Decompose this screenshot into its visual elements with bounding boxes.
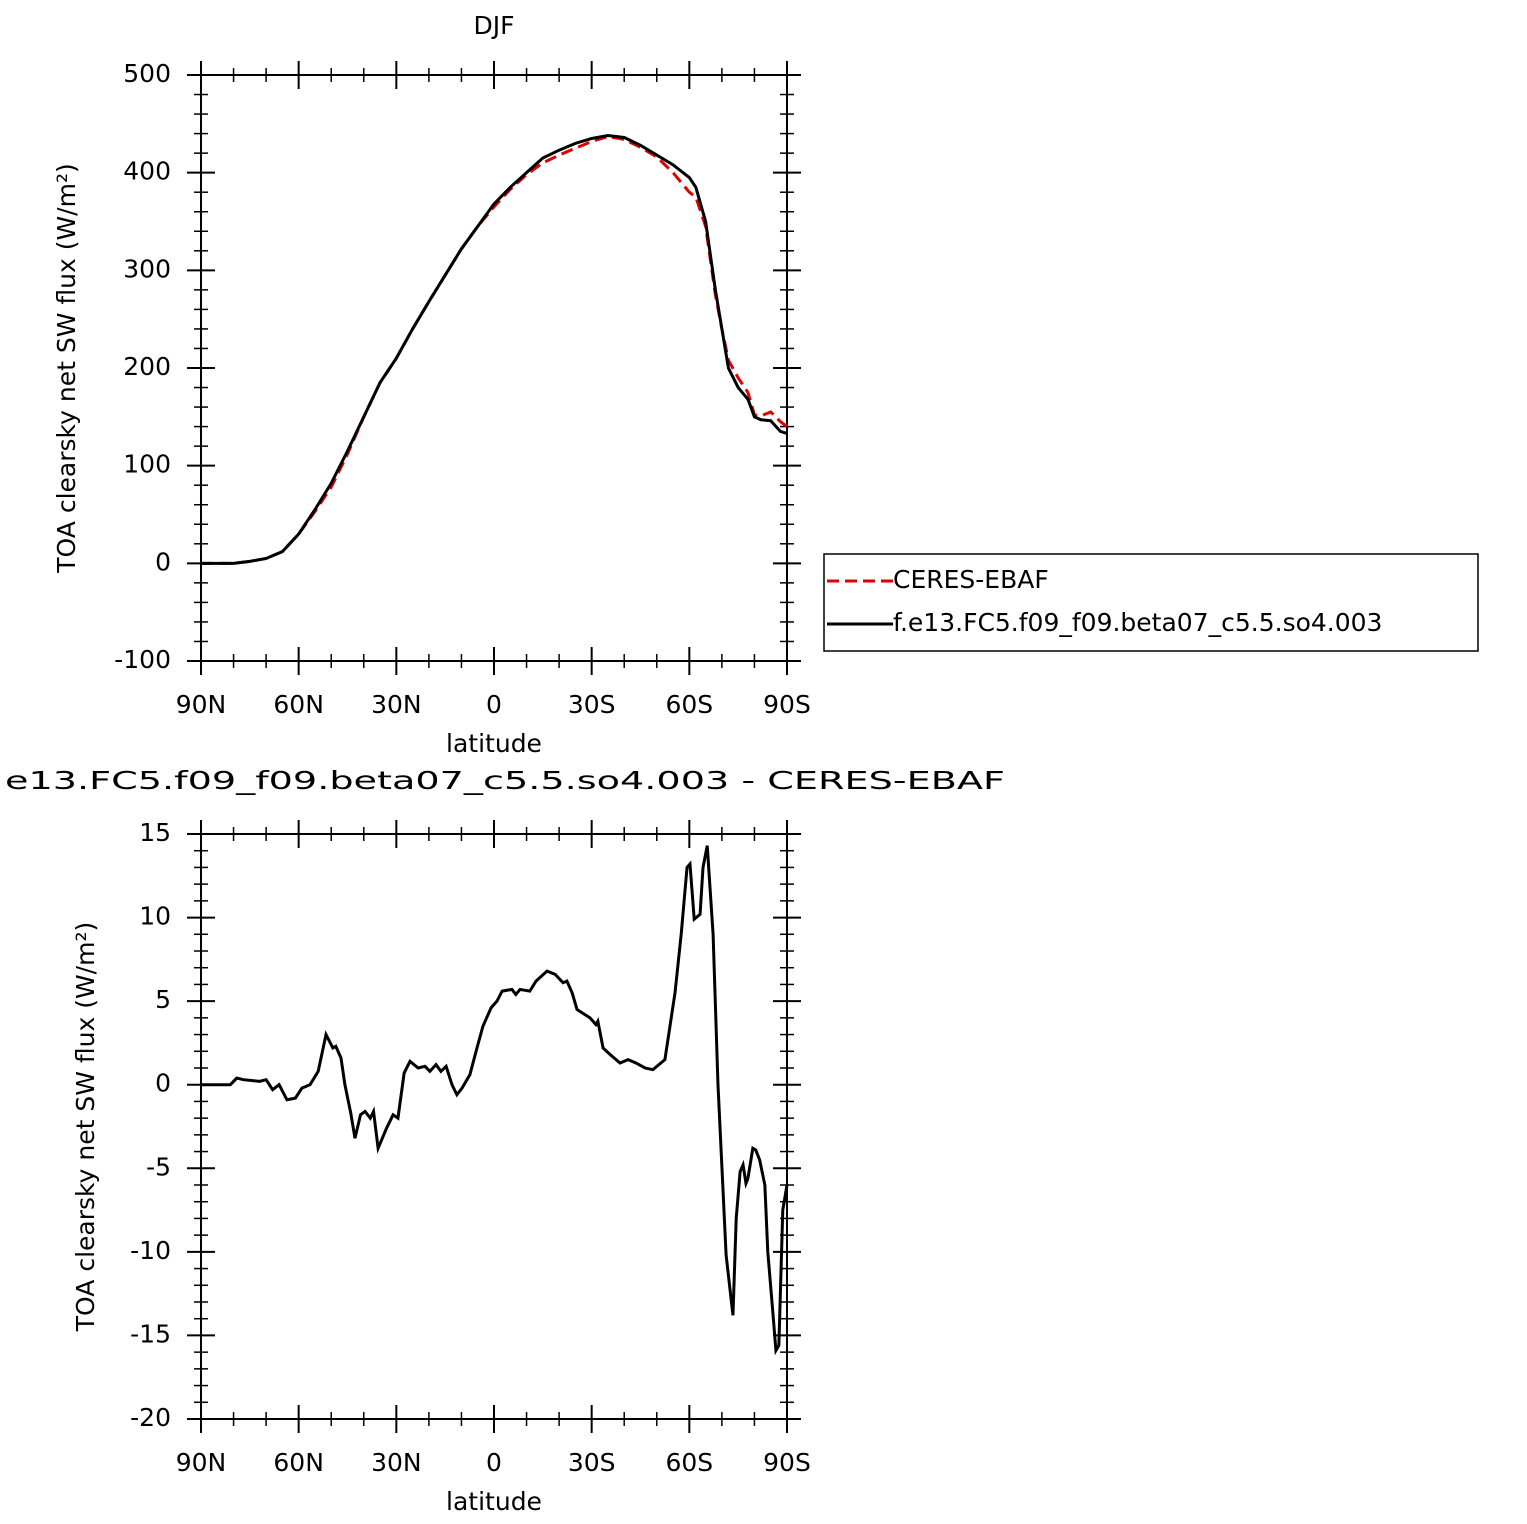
chart-title: DJF bbox=[473, 11, 514, 40]
x-tick-label: 30S bbox=[568, 1448, 616, 1477]
x-axis-label: latitude bbox=[446, 729, 542, 758]
y-tick-label: -20 bbox=[130, 1403, 171, 1432]
chart-title: e13.FC5.f09_f09.beta07_c5.5.so4.003 - CE… bbox=[5, 766, 1005, 795]
legend-box bbox=[823, 553, 1479, 652]
data-line bbox=[201, 134, 788, 565]
x-tick-label: 60N bbox=[273, 690, 324, 719]
y-tick-label: 200 bbox=[123, 352, 171, 381]
data-line bbox=[201, 845, 789, 1356]
x-tick-label: 30N bbox=[371, 690, 422, 719]
x-tick-label: 0 bbox=[486, 690, 502, 719]
y-tick-label: 300 bbox=[123, 254, 171, 283]
x-tick-label: 30N bbox=[371, 1448, 422, 1477]
y-tick-label: 0 bbox=[155, 547, 171, 576]
x-tick-label: 30S bbox=[568, 690, 616, 719]
y-tick-label: -10 bbox=[130, 1236, 171, 1265]
y-tick-label: 0 bbox=[155, 1069, 171, 1098]
plot-frame bbox=[200, 74, 788, 662]
x-axis-label: latitude bbox=[446, 1487, 542, 1516]
legend-label: f.e13.FC5.f09_f09.beta07_c5.5.so4.003 bbox=[893, 608, 1382, 637]
y-tick-label: 500 bbox=[123, 59, 171, 88]
y-tick-label: -15 bbox=[130, 1319, 171, 1348]
x-tick-label: 60N bbox=[273, 1448, 324, 1477]
x-tick-label: 90S bbox=[763, 690, 811, 719]
legend-label: CERES-EBAF bbox=[893, 565, 1049, 594]
x-tick-label: 90S bbox=[763, 1448, 811, 1477]
x-tick-label: 0 bbox=[486, 1448, 502, 1477]
x-tick-label: 60S bbox=[665, 690, 713, 719]
y-tick-label: 15 bbox=[139, 818, 171, 847]
y-tick-label: -5 bbox=[146, 1152, 171, 1181]
y-axis-label: TOA clearsky net SW flux (W/m²) bbox=[52, 163, 81, 573]
plot-frame bbox=[200, 833, 788, 1420]
y-tick-label: 5 bbox=[155, 985, 171, 1014]
y-tick-label: 100 bbox=[123, 450, 171, 479]
y-axis-label: TOA clearsky net SW flux (W/m²) bbox=[71, 922, 100, 1332]
y-tick-label: 400 bbox=[123, 157, 171, 186]
x-tick-label: 90N bbox=[176, 690, 227, 719]
y-tick-label: -100 bbox=[114, 645, 171, 674]
y-tick-label: 10 bbox=[139, 902, 171, 931]
x-tick-label: 60S bbox=[665, 1448, 713, 1477]
x-tick-label: 90N bbox=[176, 1448, 227, 1477]
